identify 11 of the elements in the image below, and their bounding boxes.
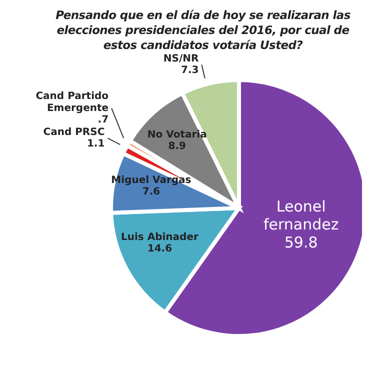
data-label: .7	[98, 114, 109, 126]
slice-label: NS/NR	[163, 53, 200, 64]
slice-label: Cand PRSC	[43, 126, 105, 138]
data-label: 1.1	[86, 138, 105, 150]
slice-label: Cand Partido Emergente	[36, 90, 109, 114]
slice-label: Leonel fernandez	[263, 197, 339, 234]
data-label: 14.6	[147, 244, 172, 255]
data-label: 7.3	[181, 65, 199, 76]
slice-label: Luis Abinader	[121, 232, 198, 243]
data-label: 59.8	[284, 233, 318, 252]
chart-title: Pensando que en el día de hoy se realizaran las elecciones presidenciales del 2016, por cual de estos candidatos votaría Usted?	[54, 8, 352, 53]
